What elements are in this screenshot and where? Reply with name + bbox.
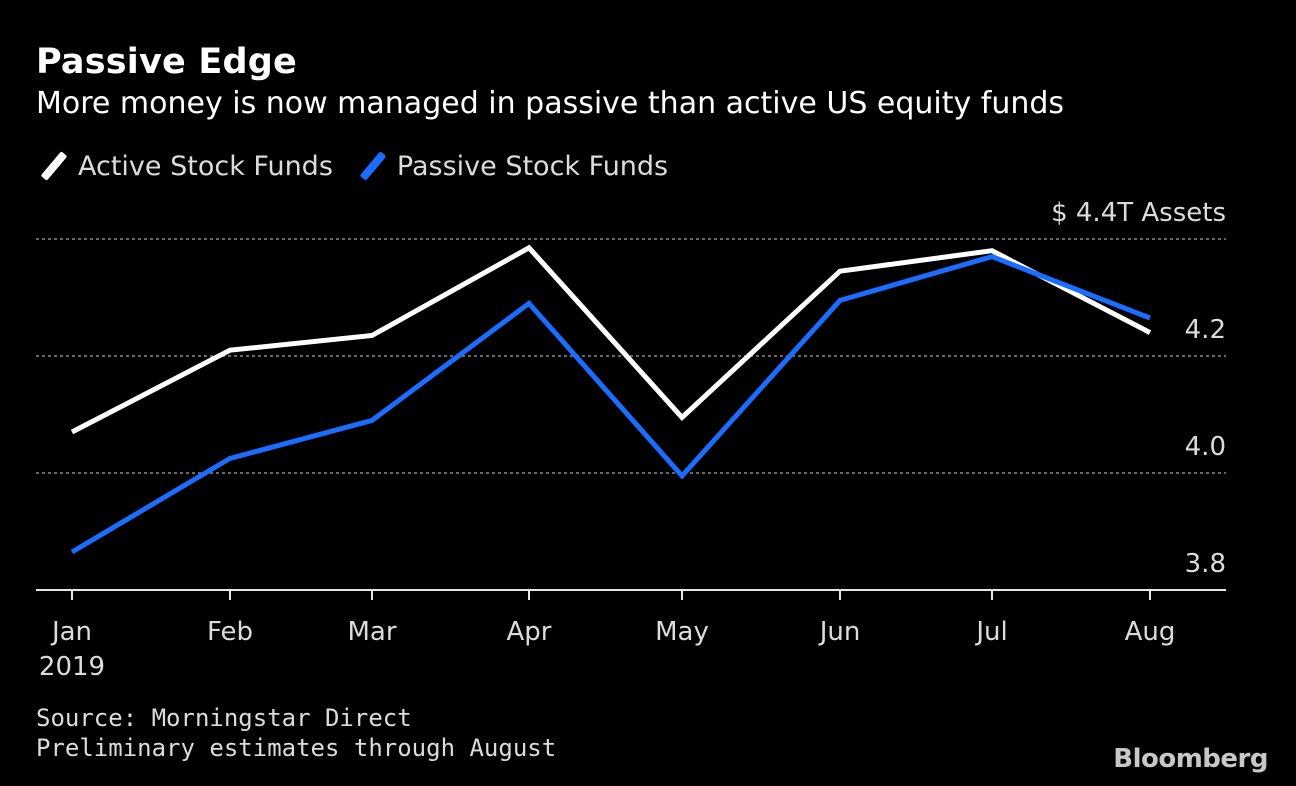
- x-tick-label-aug: Aug: [1125, 617, 1176, 647]
- x-tick-label-jan: Jan: [50, 617, 92, 647]
- legend-item-active: Active Stock Funds: [36, 150, 333, 182]
- x-tick-label-jul: Jul: [974, 617, 1007, 647]
- legend-label-passive: Passive Stock Funds: [396, 150, 669, 182]
- series-line-active: [70, 244, 1152, 435]
- y-tick-label-3.8: 3.8: [1185, 549, 1226, 579]
- x-tick-label-mar: Mar: [347, 617, 396, 647]
- x-tick-label-may: May: [655, 617, 709, 647]
- chart-title: Passive Edge: [36, 42, 297, 82]
- legend: Active Stock Funds Passive Stock Funds: [36, 150, 690, 182]
- y-tick-label-4.4: $ 4.4T Assets: [1051, 198, 1226, 228]
- bloomberg-logo: Bloomberg: [1113, 744, 1268, 774]
- x-year-label: 2019: [39, 652, 105, 682]
- legend-label-active: Active Stock Funds: [78, 150, 333, 182]
- x-tick-label-feb: Feb: [207, 617, 253, 647]
- source-note: Source: Morningstar Direct: [36, 704, 412, 732]
- estimate-note: Preliminary estimates through August: [36, 734, 557, 762]
- x-tick-label-apr: Apr: [507, 617, 552, 647]
- y-tick-label-4: 4.0: [1185, 432, 1226, 462]
- y-tick-label-4.2: 4.2: [1185, 315, 1226, 345]
- x-tick-label-jun: Jun: [818, 617, 861, 647]
- chart-subtitle: More money is now managed in passive tha…: [36, 86, 1065, 121]
- series-line-passive: [70, 253, 1151, 555]
- legend-item-passive: Passive Stock Funds: [355, 150, 668, 182]
